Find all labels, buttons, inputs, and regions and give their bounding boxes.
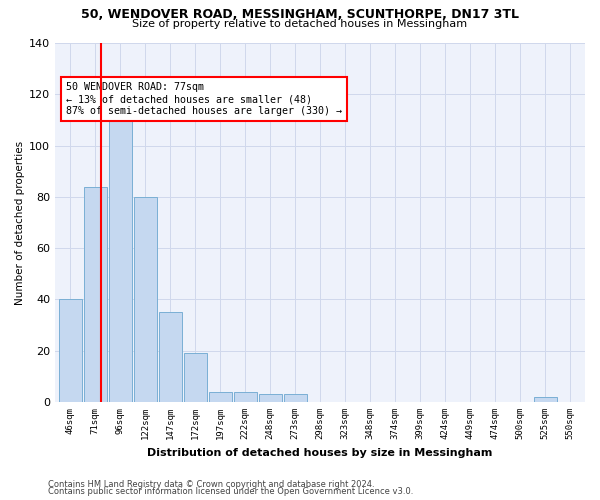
Bar bbox=[158, 312, 182, 402]
Bar bbox=[533, 397, 557, 402]
Bar bbox=[259, 394, 281, 402]
X-axis label: Distribution of detached houses by size in Messingham: Distribution of detached houses by size … bbox=[148, 448, 493, 458]
Bar bbox=[184, 354, 206, 402]
Bar bbox=[109, 118, 131, 402]
Text: 50, WENDOVER ROAD, MESSINGHAM, SCUNTHORPE, DN17 3TL: 50, WENDOVER ROAD, MESSINGHAM, SCUNTHORP… bbox=[81, 8, 519, 20]
Y-axis label: Number of detached properties: Number of detached properties bbox=[15, 140, 25, 304]
Bar bbox=[83, 186, 107, 402]
Bar bbox=[134, 197, 157, 402]
Bar bbox=[59, 300, 82, 402]
Text: 50 WENDOVER ROAD: 77sqm
← 13% of detached houses are smaller (48)
87% of semi-de: 50 WENDOVER ROAD: 77sqm ← 13% of detache… bbox=[66, 82, 342, 116]
Text: Contains public sector information licensed under the Open Government Licence v3: Contains public sector information licen… bbox=[48, 488, 413, 496]
Text: Contains HM Land Registry data © Crown copyright and database right 2024.: Contains HM Land Registry data © Crown c… bbox=[48, 480, 374, 489]
Text: Size of property relative to detached houses in Messingham: Size of property relative to detached ho… bbox=[133, 19, 467, 29]
Bar bbox=[209, 392, 232, 402]
Bar bbox=[284, 394, 307, 402]
Bar bbox=[233, 392, 257, 402]
